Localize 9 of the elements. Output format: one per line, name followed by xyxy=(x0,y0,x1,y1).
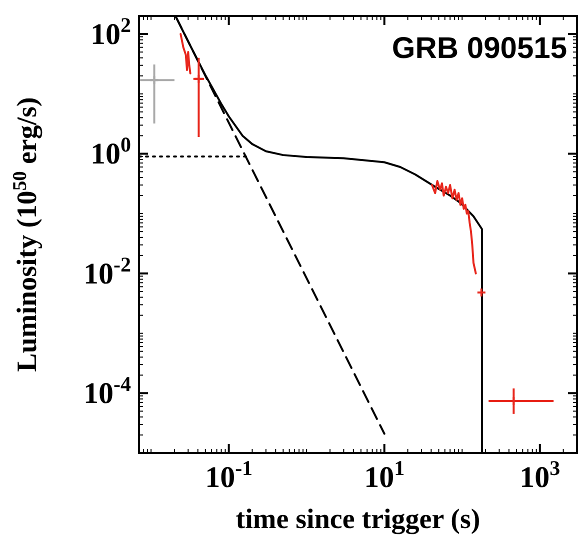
y-tick-label: 10$^{2}$ xyxy=(90,13,131,52)
y-tick-label: 10$^{-4}$ xyxy=(84,372,132,410)
annotation: GRB 090515 xyxy=(392,32,567,65)
x-tick-label: 10$^{3}$ xyxy=(520,456,560,494)
x-tick-label: 10$^{1}$ xyxy=(364,456,405,494)
x-tick-label: 10$^{-1}$ xyxy=(205,456,253,494)
y-tick-label: 10$^{0}$ xyxy=(90,132,131,171)
y-tick-label: 10$^{-2}$ xyxy=(84,252,131,290)
x-axis-title: time since trigger (s) xyxy=(236,504,480,535)
